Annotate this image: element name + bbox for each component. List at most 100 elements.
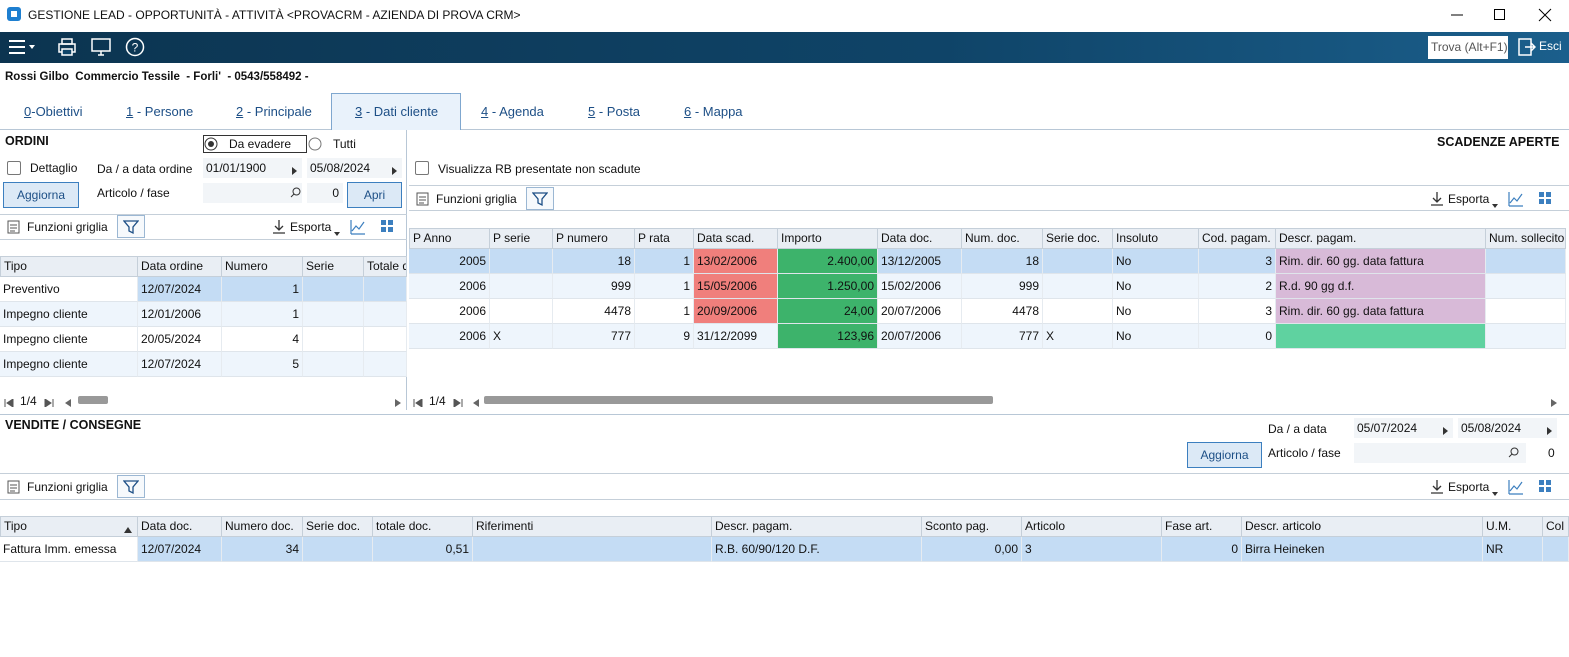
column-header[interactable]: Descr. articolo bbox=[1242, 516, 1483, 537]
radio-all-label[interactable]: Tutti bbox=[333, 137, 356, 151]
column-header[interactable]: U.M. bbox=[1483, 516, 1543, 537]
exit-icon[interactable] bbox=[1518, 38, 1537, 56]
grid-cell[interactable] bbox=[1276, 324, 1486, 349]
grid-cell[interactable] bbox=[303, 277, 364, 302]
column-header[interactable]: Data scad. bbox=[694, 228, 778, 249]
chart-button[interactable] bbox=[350, 219, 366, 235]
grid-cell[interactable] bbox=[1486, 274, 1566, 299]
grid-cell[interactable]: 9 bbox=[635, 324, 694, 349]
sales-date-from-arrow[interactable] bbox=[1443, 424, 1449, 435]
scroll-right[interactable] bbox=[395, 396, 401, 407]
grid-cell[interactable]: 4 bbox=[222, 327, 303, 352]
column-header[interactable]: P serie bbox=[490, 228, 553, 249]
show-rb-checkbox[interactable] bbox=[415, 161, 429, 175]
grid-cell[interactable]: 4478 bbox=[553, 299, 635, 324]
grid-cell[interactable]: 3 bbox=[1199, 299, 1276, 324]
grid-cell[interactable]: 13/12/2005 bbox=[878, 249, 962, 274]
grid-cell[interactable]: 5 bbox=[222, 352, 303, 377]
grid-cell[interactable]: 20/05/2024 bbox=[138, 327, 222, 352]
grid-cell[interactable]: R.d. 90 gg d.f. bbox=[1276, 274, 1486, 299]
sales-date-to[interactable]: 05/08/2024 bbox=[1458, 418, 1557, 438]
export-dropdown[interactable] bbox=[1492, 197, 1498, 208]
grid-cell[interactable] bbox=[490, 299, 553, 324]
column-header[interactable]: P rata bbox=[635, 228, 694, 249]
grid-cell[interactable] bbox=[364, 277, 407, 302]
export-icon[interactable] bbox=[1430, 191, 1444, 207]
filter-icon[interactable] bbox=[122, 479, 140, 495]
grid-cell[interactable]: NR bbox=[1483, 537, 1543, 562]
grid-cell[interactable]: 13/02/2006 bbox=[694, 249, 778, 274]
radio-open-label[interactable]: Da evadere bbox=[229, 137, 292, 151]
grid-cell[interactable]: 12/07/2024 bbox=[138, 537, 222, 562]
grid-cell[interactable] bbox=[303, 537, 373, 562]
tab[interactable]: 4 - Agenda bbox=[481, 104, 544, 119]
column-header[interactable]: Serie bbox=[303, 256, 364, 277]
grid-cell[interactable]: Impegno cliente bbox=[0, 352, 138, 377]
grid-cell[interactable] bbox=[364, 302, 407, 327]
column-header[interactable]: Cod. pagam. bbox=[1199, 228, 1276, 249]
column-header[interactable]: Serie doc. bbox=[303, 516, 373, 537]
column-header[interactable]: Descr. pagam. bbox=[712, 516, 922, 537]
grid-cell[interactable] bbox=[1043, 249, 1113, 274]
column-header[interactable]: Data doc. bbox=[878, 228, 962, 249]
scroll-thumb[interactable] bbox=[484, 396, 993, 404]
grid-cell[interactable]: X bbox=[1043, 324, 1113, 349]
grid-cell[interactable] bbox=[490, 274, 553, 299]
grid-cell[interactable]: 0 bbox=[1162, 537, 1242, 562]
layout-button[interactable] bbox=[380, 219, 394, 233]
scroll-thumb[interactable] bbox=[78, 396, 108, 404]
tab[interactable]: 2 - Principale bbox=[236, 104, 312, 119]
column-header[interactable]: Fase art. bbox=[1162, 516, 1242, 537]
menu-button[interactable] bbox=[9, 39, 37, 55]
tab[interactable]: 3 - Dati cliente bbox=[355, 104, 438, 119]
export-button[interactable]: Esporta bbox=[1448, 192, 1490, 206]
grid-cell[interactable]: 1 bbox=[222, 277, 303, 302]
search-box[interactable]: Trova (Alt+F1) bbox=[1428, 36, 1508, 59]
tab[interactable]: 0-Obiettivi bbox=[24, 104, 83, 119]
grid-cell[interactable]: 20/07/2006 bbox=[878, 299, 962, 324]
date-to-arrow[interactable] bbox=[392, 164, 398, 175]
grid-cell[interactable] bbox=[303, 327, 364, 352]
grid-cell[interactable]: 777 bbox=[962, 324, 1043, 349]
grid-cell[interactable]: 0,00 bbox=[922, 537, 1022, 562]
close-button[interactable] bbox=[1538, 8, 1552, 22]
grid-cell[interactable]: No bbox=[1113, 274, 1199, 299]
grid-cell[interactable]: 1 bbox=[635, 274, 694, 299]
column-header[interactable]: Riferimenti bbox=[473, 516, 712, 537]
filter-icon[interactable] bbox=[122, 219, 140, 235]
column-header[interactable]: Insoluto bbox=[1113, 228, 1199, 249]
grid-cell[interactable]: 999 bbox=[553, 274, 635, 299]
column-header[interactable]: Articolo bbox=[1022, 516, 1162, 537]
radio-open[interactable] bbox=[204, 137, 218, 151]
grid-cell[interactable]: 18 bbox=[962, 249, 1043, 274]
grid-cell[interactable]: 12/01/2006 bbox=[138, 302, 222, 327]
tab[interactable]: 5 - Posta bbox=[588, 104, 640, 119]
sales-item-search[interactable] bbox=[1508, 447, 1519, 458]
pager-last[interactable] bbox=[44, 396, 54, 408]
grid-cell[interactable]: 1 bbox=[635, 299, 694, 324]
grid-cell[interactable]: No bbox=[1113, 299, 1199, 324]
refresh-button[interactable]: Aggiorna bbox=[3, 182, 79, 208]
sort-ascending[interactable] bbox=[124, 522, 132, 533]
grid-cell[interactable]: 12/07/2024 bbox=[138, 352, 222, 377]
scroll-left[interactable] bbox=[473, 396, 479, 407]
grid-cell[interactable]: 0 bbox=[1199, 324, 1276, 349]
pager-first[interactable] bbox=[413, 396, 423, 408]
grid-cell[interactable]: X bbox=[490, 324, 553, 349]
column-header[interactable]: Data ordine bbox=[138, 256, 222, 277]
help-button[interactable]: ? bbox=[125, 37, 145, 57]
pager-first[interactable] bbox=[4, 396, 14, 408]
exit-button[interactable]: Esci bbox=[1539, 39, 1562, 53]
grid-cell[interactable]: Impegno cliente bbox=[0, 302, 138, 327]
minimize-button[interactable] bbox=[1450, 8, 1464, 22]
grid-cell[interactable]: 18 bbox=[553, 249, 635, 274]
grid-cell[interactable] bbox=[473, 537, 712, 562]
grid-cell[interactable] bbox=[1486, 324, 1566, 349]
grid-cell[interactable]: No bbox=[1113, 324, 1199, 349]
layout-button[interactable] bbox=[1538, 191, 1552, 205]
grid-cell[interactable]: 2005 bbox=[409, 249, 490, 274]
grid-cell[interactable]: Rim. dir. 60 gg. data fattura bbox=[1276, 249, 1486, 274]
grid-cell[interactable] bbox=[1486, 249, 1566, 274]
open-button[interactable]: Apri bbox=[347, 182, 402, 208]
export-button[interactable]: Esporta bbox=[290, 220, 332, 234]
